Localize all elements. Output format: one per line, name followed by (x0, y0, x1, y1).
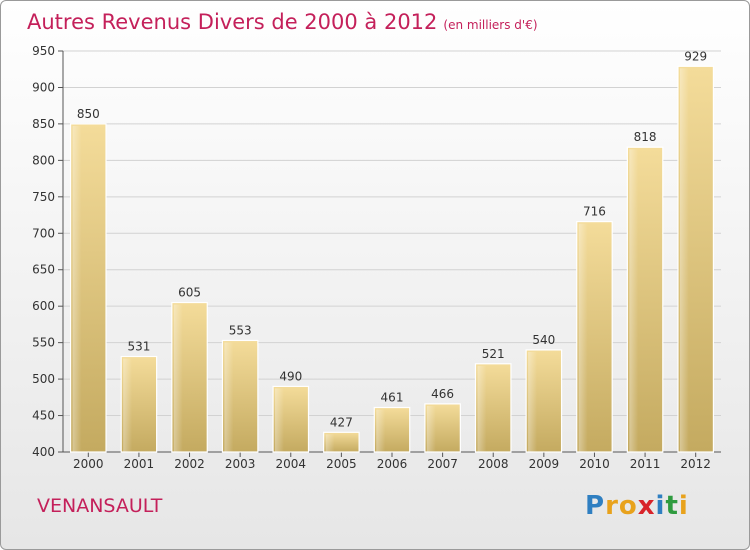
bar-value-label: 521 (482, 347, 505, 361)
x-tick-label: 2002 (174, 457, 205, 471)
y-tick-label: 500 (32, 372, 55, 386)
y-tick-label: 950 (32, 44, 55, 58)
bar-highlight (679, 68, 689, 452)
x-tick-label: 2005 (326, 457, 357, 471)
x-tick-label: 2006 (377, 457, 408, 471)
bar-value-label: 427 (330, 415, 353, 429)
bar-highlight (275, 388, 284, 452)
bar-highlight (376, 409, 386, 452)
x-tick-label: 2007 (427, 457, 458, 471)
logo-letter: r (605, 491, 619, 521)
proxiti-logo: Proxiti (585, 491, 689, 521)
bar-value-label: 466 (431, 387, 454, 401)
commune-name: VENANSAULT (37, 495, 163, 517)
x-tick-label: 2000 (73, 457, 104, 471)
logo-letter: i (678, 491, 689, 521)
bar-value-label: 850 (77, 107, 100, 121)
bar-highlight (426, 405, 436, 452)
bar-highlight (72, 125, 82, 452)
y-tick-label: 400 (32, 445, 55, 459)
x-tick-label: 2009 (529, 457, 560, 471)
bar-value-label: 716 (583, 205, 606, 219)
y-tick-label: 450 (32, 409, 55, 423)
x-tick-label: 2003 (225, 457, 256, 471)
bar-value-label: 929 (684, 49, 707, 63)
x-tick-label: 2001 (124, 457, 155, 471)
logo-letter: o (618, 491, 638, 521)
y-tick-label: 700 (32, 226, 55, 240)
bar-value-label: 818 (634, 130, 657, 144)
y-tick-label: 750 (32, 190, 55, 204)
bar-highlight (629, 149, 639, 453)
bar-value-label: 540 (532, 333, 555, 347)
y-tick-label: 650 (32, 263, 55, 277)
bar-value-label: 461 (381, 391, 404, 405)
y-tick-label: 850 (32, 117, 55, 131)
logo-letter: t (665, 491, 679, 521)
bar-highlight (325, 434, 335, 452)
bar-highlight (477, 365, 487, 452)
x-tick-label: 2010 (579, 457, 610, 471)
bar-value-label: 531 (127, 339, 150, 353)
bar-highlight (173, 304, 183, 452)
x-tick-label: 2011 (630, 457, 661, 471)
bar-layer: 850 531 605 553 490 427 461 466 521 540 716 818 929 (69, 49, 715, 453)
chart-title: Autres Revenus Divers de 2000 à 2012 (en … (27, 10, 538, 34)
logo-letter: P (585, 491, 606, 521)
logo-letter: x (637, 491, 656, 521)
x-tick-label: 2012 (680, 457, 711, 471)
x-tick-label: 2004 (275, 457, 306, 471)
bar-highlight (528, 351, 537, 452)
bar-value-label: 605 (178, 286, 201, 300)
y-tick-label: 600 (32, 299, 55, 313)
title-text: Autres Revenus Divers de 2000 à 2012 (27, 10, 438, 34)
bar-highlight (224, 342, 234, 452)
y-tick-label: 800 (32, 153, 55, 167)
y-tick-label: 900 (32, 80, 55, 94)
logo-letter: i (655, 491, 666, 521)
bar-value-label: 490 (279, 369, 302, 383)
title-unit: (en milliers d'€) (443, 18, 538, 32)
bar-value-label: 553 (229, 323, 252, 337)
x-tick-label: 2008 (478, 457, 509, 471)
bar-highlight (123, 358, 133, 452)
bar-highlight (578, 223, 588, 452)
y-tick-label: 550 (32, 336, 55, 350)
